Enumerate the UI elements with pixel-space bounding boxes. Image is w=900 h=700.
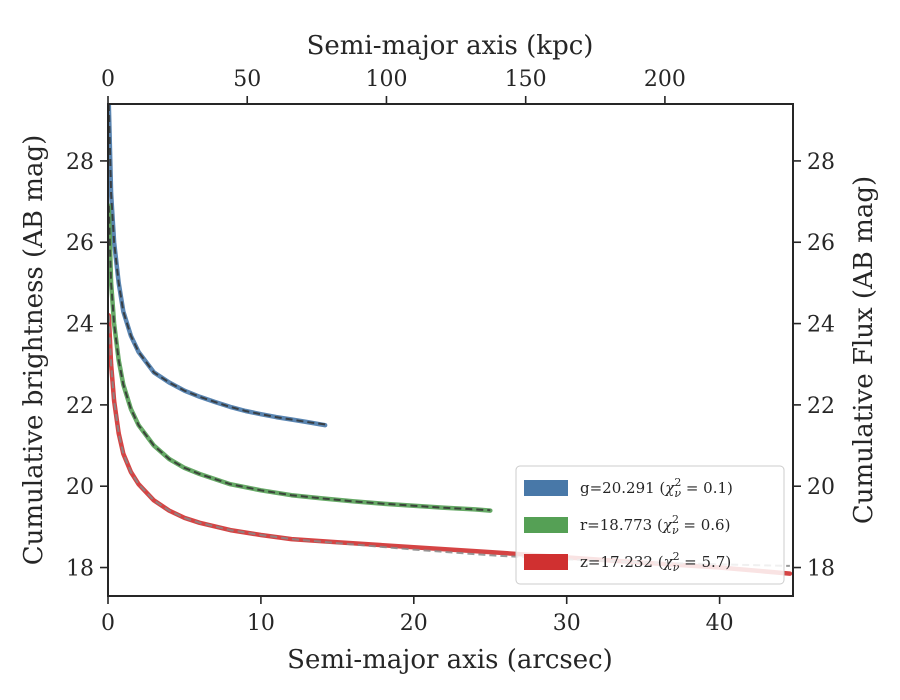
x2-tick-label: 200: [644, 67, 686, 92]
y2-tick-label: 22: [807, 394, 835, 419]
y-tick-label: 24: [66, 313, 94, 338]
x2-tick-label: 100: [365, 67, 407, 92]
x2-axis-label: Semi-major axis (kpc): [307, 31, 594, 61]
x-tick-label: 0: [101, 611, 115, 636]
legend-swatch: [524, 480, 568, 496]
y2-tick-label: 24: [807, 313, 835, 338]
y-tick-label: 26: [66, 231, 94, 256]
x-tick-label: 10: [247, 611, 275, 636]
legend-frame: [515, 465, 785, 585]
series-line: [108, 203, 493, 513]
y-tick-label: 22: [66, 394, 94, 419]
x-tick-label: 40: [706, 611, 734, 636]
y2-tick-label: 20: [807, 475, 835, 500]
x2-tick-label: 50: [233, 67, 261, 92]
legend-entry: z=17.232 (χ2 ν = 5.7): [580, 550, 731, 574]
legend: g=20.291 (χ2 ν = 0.1) r=18.773 (χ2 ν = 0.6)…: [515, 465, 785, 585]
legend-swatch: [524, 517, 568, 533]
model-line: [108, 315, 790, 567]
legend-entry: r=18.773 (χ2 ν = 0.6): [580, 513, 730, 537]
x-tick-label: 30: [553, 611, 581, 636]
x-tick-label: 20: [400, 611, 428, 636]
x-axis-label: Semi-major axis (arcsec): [287, 645, 613, 675]
series-line: [108, 104, 328, 428]
legend-entry: g=20.291 (χ2 ν = 0.1): [580, 476, 733, 500]
y2-tick-label: 18: [807, 557, 835, 582]
y2-tick-label: 26: [807, 231, 835, 256]
y-tick-label: 20: [66, 475, 94, 500]
y-tick-label: 28: [66, 150, 94, 175]
y-tick-label: 18: [66, 557, 94, 582]
x2-tick-label: 0: [101, 67, 115, 92]
ticks-layer: 0 10 20 30 40 0 50 100 150 200 18 18 20 20 22 22 24 24 26 2…: [66, 67, 835, 636]
y-axis-label: Cumulative brightness (AB mag): [19, 135, 49, 566]
model-line: [108, 104, 326, 426]
plot-frame: [107, 103, 794, 597]
y2-axis-label: Cumulative Flux (AB mag): [849, 176, 879, 524]
y2-tick-label: 28: [807, 150, 835, 175]
model-line: [108, 205, 491, 512]
x2-tick-label: 150: [505, 67, 547, 92]
legend-swatch: [524, 554, 568, 570]
